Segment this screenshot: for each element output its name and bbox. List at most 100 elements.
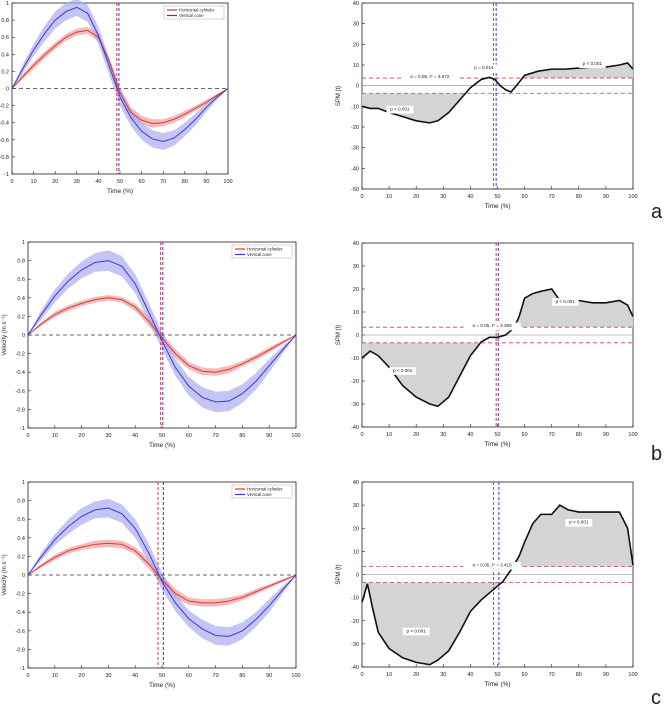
p-value-annotation: p = 0.014: [474, 65, 494, 70]
y-tick-label: 1: [6, 1, 9, 7]
y-tick-label: 0.2: [17, 314, 25, 320]
x-tick-label: 60: [139, 179, 145, 185]
x-tick-label: 100: [628, 194, 637, 200]
threshold-annotation: α = 0.05, t* = 3.672: [410, 74, 450, 79]
x-tick-label: 90: [203, 179, 209, 185]
y-tick-label: 0.6: [1, 35, 9, 41]
y-tick-label: -0.8: [16, 407, 25, 413]
y-tick-label: -10: [351, 596, 359, 602]
x-axis-label: Time (%): [484, 681, 510, 688]
x-tick-label: 30: [74, 179, 80, 185]
p-value-annotation: p < 0.001: [556, 299, 576, 304]
y-tick-label: 0: [22, 333, 25, 339]
x-tick-label: 70: [213, 433, 219, 439]
x-tick-label: 20: [79, 673, 85, 679]
y-tick-label: 0: [356, 84, 359, 90]
x-tick-label: 60: [522, 194, 528, 200]
threshold-annotation: α = 0.05, t* = 3.415: [472, 563, 512, 568]
x-tick-label: 50: [117, 179, 123, 185]
x-tick-label: 80: [182, 179, 188, 185]
y-tick-label: -0.2: [16, 592, 25, 598]
x-tick-label: 100: [628, 432, 637, 438]
y-tick-label: 30: [353, 264, 359, 270]
y-axis-label: SPM {t}: [336, 564, 342, 584]
x-tick-label: 100: [291, 433, 300, 439]
y-tick-label: 10: [353, 63, 359, 69]
y-axis-label: Velocity (m s⁻¹): [2, 314, 8, 355]
p-value-annotation: p < 0.001: [583, 61, 603, 66]
y-tick-label: 1: [22, 240, 25, 246]
x-tick-label: 60: [522, 432, 528, 438]
supra-threshold-fill-positive: [362, 289, 633, 328]
x-tick-label: 30: [440, 432, 446, 438]
p-value-annotation: p < 0.001: [569, 520, 589, 525]
x-tick-label: 10: [52, 433, 58, 439]
legend-label-horizontal-cylinder: Horizontal cylinder: [247, 487, 283, 492]
x-tick-label: 20: [413, 194, 419, 200]
x-tick-label: 0: [360, 194, 363, 200]
x-tick-label: 70: [213, 673, 219, 679]
y-tick-label: 30: [353, 22, 359, 28]
annotation-bg: [565, 519, 593, 527]
y-tick-label: -0.4: [16, 370, 25, 376]
y-tick-label: -0.2: [16, 352, 25, 358]
legend-box: [231, 484, 293, 499]
annotation-bg: [386, 105, 414, 114]
x-tick-label: 10: [31, 179, 37, 185]
chart-panel-a-velocity: 0 10 20 30 40 50 60 70 80 90 100-1-0.8-0.6-0.4-0.2…: [0, 0, 233, 195]
y-tick-label: 20: [353, 287, 359, 293]
x-tick-label: 20: [413, 672, 419, 678]
series-line-vertical-cone: [11, 6, 229, 143]
y-tick-label: -20: [351, 619, 359, 625]
y-tick-label: 20: [353, 526, 359, 532]
y-tick-label: 0: [356, 333, 359, 339]
y-tick-label: 0.2: [1, 69, 9, 75]
y-tick-label: -1: [20, 426, 25, 432]
y-tick-label: 0.8: [1, 18, 9, 24]
y-tick-label: -30: [351, 402, 359, 408]
y-tick-label: -0.4: [0, 121, 9, 127]
y-tick-label: 0.4: [17, 296, 25, 302]
y-tick-label: 0.4: [1, 52, 9, 58]
supra-threshold-fill-negative: [362, 582, 502, 665]
x-tick-label: 70: [549, 672, 555, 678]
supra-threshold-fill-negative: [362, 342, 633, 407]
y-tick-label: 0.6: [17, 517, 25, 523]
y-tick-label: -20: [351, 379, 359, 385]
y-tick-label: -10: [351, 356, 359, 362]
annotation-bg: [463, 562, 521, 570]
annotation-bg: [463, 322, 521, 331]
x-tick-label: 100: [223, 179, 232, 185]
plot-frame: [361, 2, 634, 190]
y-tick-label: -40: [351, 425, 359, 431]
annotation-bg: [401, 73, 459, 82]
y-tick-label: -0.6: [16, 629, 25, 635]
y-tick-label: 20: [353, 42, 359, 48]
y-tick-label: -20: [351, 125, 359, 131]
series-line-horizontal-cylinder: [27, 542, 297, 604]
y-tick-label: -50: [351, 187, 359, 193]
x-tick-label: 80: [576, 672, 582, 678]
x-tick-label: 30: [105, 673, 111, 679]
y-tick-label: 40: [353, 241, 359, 247]
panel-label-b: b: [651, 443, 662, 465]
x-axis-label: Time (%): [107, 188, 133, 195]
x-tick-label: 40: [467, 672, 473, 678]
legend-label-horizontal-cylinder: Horizontal cylinder: [247, 247, 283, 252]
p-value-annotation: p < 0.001: [407, 628, 427, 633]
x-tick-label: 80: [239, 673, 245, 679]
x-tick-label: 50: [159, 433, 165, 439]
legend-box: [163, 5, 225, 20]
x-tick-label: 60: [186, 673, 192, 679]
x-tick-label: 100: [628, 672, 637, 678]
x-tick-label: 0: [10, 179, 13, 185]
annotation-bg: [551, 298, 579, 306]
y-tick-label: 1: [22, 480, 25, 486]
y-tick-label: 30: [353, 503, 359, 509]
x-tick-label: 100: [291, 673, 300, 679]
y-axis-label: Velocity (m s⁻¹): [2, 554, 8, 595]
x-axis-label: Time (%): [149, 682, 175, 689]
y-tick-label: 0.2: [17, 554, 25, 560]
chart-panel-b-spm: 0 10 20 30 40 50 60 70 80 90 100 -40 -30 -20 -10 0 10 20 3…: [336, 241, 638, 448]
legend-label-vertical-cone: Vertical cone: [179, 13, 204, 18]
